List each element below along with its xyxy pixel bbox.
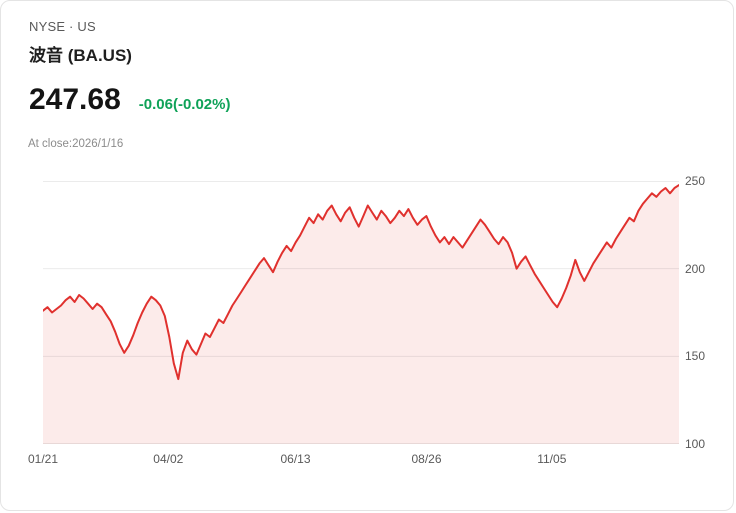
- y-tick-label: 100: [685, 437, 706, 451]
- price-chart[interactable]: [43, 181, 679, 444]
- x-tick-label: 11/05: [537, 452, 567, 466]
- y-tick-label: 250: [685, 174, 706, 188]
- x-axis-labels: 01/21 04/02 06/13 08/26 11/05: [28, 452, 679, 468]
- chart-area-fill: [43, 185, 679, 444]
- x-tick-label: 08/26: [411, 452, 442, 466]
- x-tick-label: 04/02: [153, 452, 184, 466]
- x-tick-label: 06/13: [280, 452, 311, 466]
- current-price: 247.68: [29, 83, 121, 116]
- stock-name: 波音 (BA.US): [29, 46, 132, 65]
- price-change: -0.06(-0.02%): [138, 96, 231, 113]
- x-tick-label: 01/21: [27, 452, 59, 466]
- exchange-market-label: NYSE · US: [29, 19, 96, 34]
- price-row: 247.68 -0.06(-0.02%): [29, 83, 230, 117]
- y-tick-label: 150: [685, 349, 706, 364]
- y-tick-label: 200: [685, 261, 706, 276]
- at-close-timestamp: At close:2026/1/16: [28, 138, 124, 150]
- y-axis-labels: 250 200 150 100: [685, 174, 729, 451]
- price-chart-canvas[interactable]: [43, 181, 679, 444]
- chart-price-line: [43, 184, 679, 381]
